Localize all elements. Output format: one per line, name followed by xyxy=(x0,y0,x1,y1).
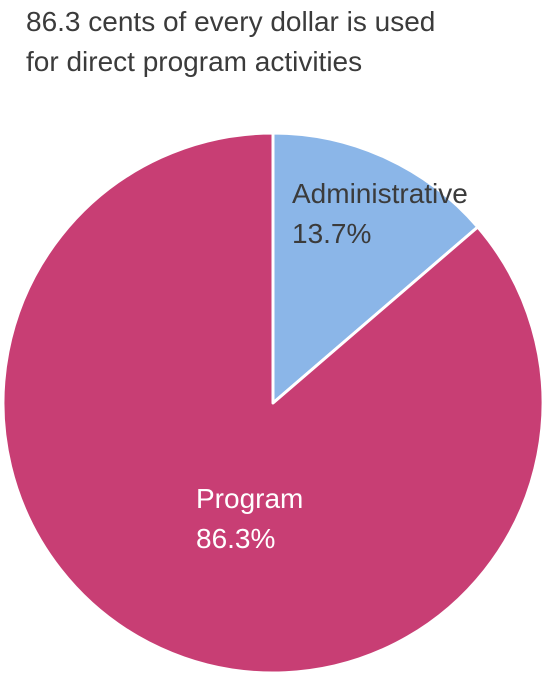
slice-value-administrative: 13.7% xyxy=(292,218,371,249)
chart-title-line-2: for direct program activities xyxy=(26,46,363,77)
slice-label-administrative: Administrative xyxy=(292,178,468,209)
pie-labels: Administrative 13.7% Program 86.3% xyxy=(196,178,468,554)
pie-slice-administrative xyxy=(271,131,480,405)
slice-label-program: Program xyxy=(196,483,303,514)
pie-slice-program xyxy=(1,131,545,675)
chart-title: 86.3 cents of every dollar is used for d… xyxy=(26,2,541,82)
chart-title-line-1: 86.3 cents of every dollar is used xyxy=(26,6,436,37)
slice-value-program: 86.3% xyxy=(196,523,275,554)
pie-slices xyxy=(1,131,545,675)
